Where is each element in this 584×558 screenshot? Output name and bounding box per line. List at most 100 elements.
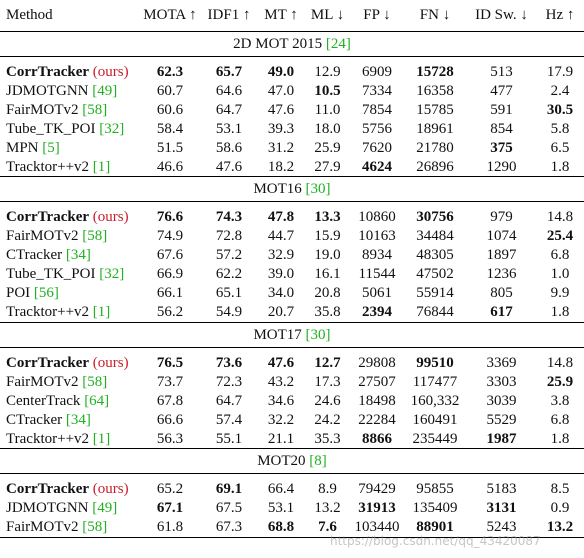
cell-idsw: 3369 [467, 346, 536, 373]
table-row: CorrTracker (ours) 76.5 73.6 47.6 12.7 29808 9… [0, 346, 584, 373]
cell-fp: 2394 [362, 303, 392, 320]
cell-idsw: 5529 [486, 411, 517, 428]
method-name: Tracktor++v2 [6, 303, 90, 320]
cell-mt: 34.6 [267, 392, 295, 409]
cell-idsw: 477 [490, 82, 513, 99]
cell-mota: 67.1 [156, 500, 184, 517]
table-row: FairMOTv2 [58] 73.7 72.3 43.2 17.3 27507 11747… [0, 373, 584, 392]
method-cell: CenterTrack [64] [0, 392, 140, 411]
cell-fn: 26896 [416, 158, 454, 175]
cell-hz: 6.8 [550, 247, 570, 264]
cell-fp: 8934 [362, 247, 392, 264]
cell-hz: 2.4 [550, 82, 570, 99]
method-cell: FairMOTv2 [58] [0, 227, 140, 246]
method-name: MPN [6, 139, 39, 156]
cell-fn: 21780 [416, 139, 454, 156]
cell-mota: 60.6 [156, 101, 184, 118]
cell-mota: 61.8 [140, 518, 200, 539]
method-name: Tracktor++v2 [6, 430, 90, 447]
cell-idsw: 1236 [486, 266, 517, 283]
cell-mota: 51.5 [156, 139, 184, 156]
section-citation: [24] [325, 36, 351, 52]
cell-idf1: 64.7 [215, 392, 243, 409]
cell-mota: 58.4 [156, 120, 184, 137]
method-citation: [1] [92, 430, 111, 447]
cell-fp: 27507 [358, 373, 396, 390]
cell-fn: 34484 [416, 228, 454, 245]
method-name: Tube_TK_POI [6, 120, 96, 137]
cell-idf1: 58.6 [215, 139, 243, 156]
method-citation: [64] [84, 392, 110, 409]
ours-tag: (ours) [92, 209, 129, 226]
method-citation: [1] [92, 158, 111, 175]
cell-ml: 35.8 [314, 303, 341, 320]
cell-fn: 15728 [403, 55, 467, 82]
section-title: MOT20 [8] [0, 448, 584, 474]
method-citation: [5] [42, 139, 60, 156]
cell-mt: 68.8 [258, 518, 304, 539]
cell-mt: 18.2 [267, 158, 295, 175]
cell-idf1: 64.6 [215, 82, 243, 99]
column-header-hz: Hz ↑ [545, 7, 575, 23]
table-row: POI [56] 66.1 65.1 34.0 20.8 5061 55914 805 9.9 [0, 284, 584, 303]
section-citation: [8] [309, 453, 327, 470]
method-name: POI [6, 285, 31, 302]
method-citation: [49] [92, 500, 118, 517]
cell-idsw: 591 [490, 101, 513, 118]
cell-hz: 8.5 [536, 473, 584, 500]
cell-fn: 160491 [412, 411, 458, 428]
ours-tag: (ours) [92, 481, 129, 498]
cell-ml: 20.8 [314, 285, 341, 302]
method-cell: Tube_TK_POI [32] [0, 265, 140, 284]
table-row: Tracktor++v2 [1] 46.6 47.6 18.2 27.9 4624 2689… [0, 158, 584, 177]
cell-fn: 55914 [416, 285, 454, 302]
cell-ml: 7.6 [304, 518, 351, 539]
method-name: CTracker [6, 247, 63, 264]
table-row: MPN [5] 51.5 58.6 31.2 25.9 7620 21780 375 6.5 [0, 139, 584, 158]
method-cell: Tracktor++v2 [1] [0, 303, 140, 322]
cell-fp: 103440 [351, 518, 403, 539]
method-name: FairMOTv2 [6, 373, 79, 390]
cell-mota: 46.6 [156, 158, 184, 175]
cell-ml: 17.3 [314, 373, 341, 390]
cell-idf1: 65.7 [200, 55, 258, 82]
section-citation: [30] [305, 326, 331, 343]
cell-fn: 30756 [403, 201, 467, 228]
results-table: Method MOTA ↑ IDF1 ↑ MT ↑ ML ↓ FP ↓ FN ↓… [0, 7, 584, 539]
section-title-text: MOT16 [253, 181, 302, 198]
cell-mt: 20.7 [267, 303, 295, 320]
cell-hz: 9.9 [550, 285, 570, 302]
cell-idf1: 55.1 [215, 430, 243, 447]
method-name: JDMOTGNN [6, 82, 89, 99]
cell-idf1: 57.4 [215, 411, 243, 428]
method-citation: [32] [99, 266, 125, 283]
method-citation: [1] [92, 303, 111, 320]
table-row: Tracktor++v2 [1] 56.2 54.9 20.7 35.8 2394 7684… [0, 303, 584, 322]
cell-idf1: 53.1 [215, 120, 243, 137]
ours-tag: (ours) [92, 64, 129, 80]
method-name: FairMOTv2 [6, 228, 79, 245]
table-row: JDMOTGNN [49] 60.7 64.6 47.0 10.5 7334 16358 47… [0, 82, 584, 101]
cell-ml: 8.9 [304, 473, 351, 500]
method-name: FairMOTv2 [6, 101, 79, 118]
cell-hz: 30.5 [546, 101, 574, 118]
cell-fn: 16358 [416, 82, 454, 99]
method-citation: [49] [92, 82, 118, 99]
cell-hz: 0.9 [550, 500, 570, 517]
cell-mt: 34.0 [267, 285, 295, 302]
cell-mt: 47.6 [267, 101, 295, 118]
table-row: CTracker [34] 67.6 57.2 32.9 19.0 8934 48305 18… [0, 246, 584, 265]
cell-hz: 6.5 [550, 139, 570, 156]
cell-hz: 5.8 [550, 120, 570, 137]
column-header-fp: FP ↓ [363, 7, 391, 23]
method-citation: [58] [82, 101, 108, 118]
cell-ml: 15.9 [314, 228, 341, 245]
results-table-container: Method MOTA ↑ IDF1 ↑ MT ↑ ML ↓ FP ↓ FN ↓… [0, 7, 584, 548]
cell-fn: 47502 [416, 266, 454, 283]
method-citation: [58] [82, 373, 108, 390]
method-citation: [34] [65, 411, 91, 428]
cell-fn: 15785 [416, 101, 454, 118]
cell-ml: 27.9 [314, 158, 341, 175]
cell-idsw: 1987 [486, 430, 517, 447]
cell-hz: 6.8 [550, 411, 570, 428]
